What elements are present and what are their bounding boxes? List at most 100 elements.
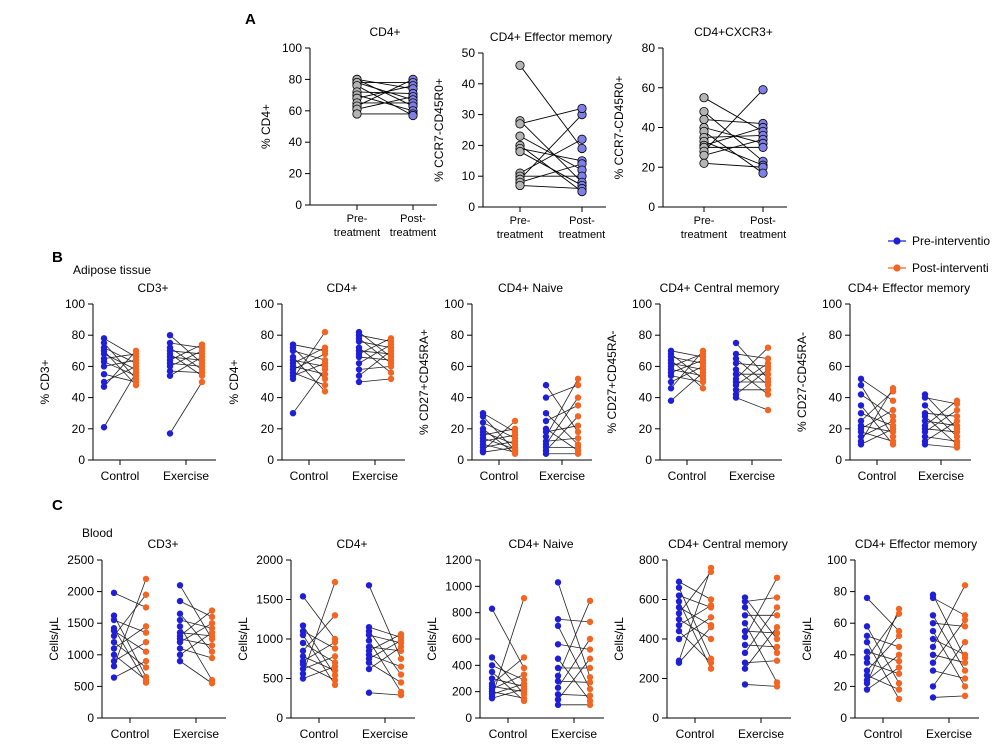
data-point-pre — [675, 592, 683, 599]
data-point-post — [773, 635, 781, 643]
data-point-pre — [857, 402, 865, 409]
data-point-post — [321, 328, 329, 336]
y-tick-label: 600 — [452, 632, 472, 646]
data-point-post — [574, 450, 582, 457]
data-point-post — [574, 413, 582, 420]
data-point-post — [707, 614, 715, 621]
x-tick-label: Post-treatment — [390, 213, 436, 239]
pair-line — [179, 622, 213, 643]
y-tick-label: 100 — [65, 297, 85, 311]
pair-line — [179, 632, 213, 656]
data-point-pre — [741, 627, 749, 635]
data-point-post — [511, 417, 519, 425]
data-point-pre — [741, 665, 749, 672]
data-point-pre — [857, 441, 865, 448]
charts-container: CD4+ 0 20 40 60 80 100 Pre-treatment Post-treatm… — [38, 25, 979, 741]
y-tick-label: 40 — [451, 391, 465, 405]
data-point-post — [707, 659, 715, 666]
pair-line — [292, 344, 326, 352]
pair-line — [557, 638, 591, 688]
chart-a1: CD4+ 0 20 40 60 80 100 Pre-treatment Post-treatm… — [259, 25, 437, 239]
data-point-pre — [110, 638, 118, 646]
data-point-pre — [515, 180, 525, 191]
pair-line — [932, 670, 966, 679]
pair-line — [179, 660, 213, 684]
data-point-post — [889, 406, 897, 414]
data-point-pre — [110, 627, 118, 634]
y-axis-label: Cells/μL — [612, 617, 626, 661]
data-point-post — [331, 667, 339, 674]
data-point-post — [953, 400, 961, 408]
pair-line — [113, 592, 147, 608]
data-point-pre — [176, 638, 184, 646]
x-tick-label: Control — [489, 727, 528, 741]
data-point-pre — [741, 620, 749, 627]
data-point-post — [198, 372, 206, 379]
pair-line — [519, 114, 583, 180]
data-point-pre — [110, 657, 118, 665]
data-point-pre — [110, 612, 118, 619]
data-point-post — [953, 417, 961, 425]
pair-line — [491, 683, 525, 695]
pair-line — [519, 120, 583, 183]
pair-line — [358, 344, 392, 364]
data-point-pre — [741, 649, 749, 657]
data-point-pre — [100, 371, 108, 378]
y-tick-label: 1000 — [256, 632, 283, 646]
pair-line — [670, 350, 704, 389]
data-point-pre — [299, 675, 307, 682]
data-point-post — [889, 388, 897, 395]
data-point-pre — [100, 358, 108, 365]
data-point-pre — [857, 375, 865, 383]
y-tick-label: 60 — [639, 359, 653, 373]
data-point-pre — [542, 394, 550, 401]
x-tick-label: Exercise — [926, 727, 972, 741]
pair-line — [545, 416, 579, 451]
data-point-pre — [100, 350, 108, 358]
pair-line — [866, 626, 900, 684]
data-point-post — [321, 350, 329, 358]
y-axis-label: % CD3+ — [38, 359, 52, 404]
data-point-pre — [857, 428, 865, 436]
data-point-pre — [921, 394, 929, 401]
pair-line — [113, 578, 147, 667]
y-tick-label: 10 — [462, 169, 476, 183]
pair-line — [703, 97, 764, 132]
data-point-pre — [488, 668, 496, 676]
pair-line — [113, 626, 147, 649]
data-point-pre — [355, 360, 363, 367]
data-point-pre — [732, 394, 740, 401]
y-axis-label: % CD27+CD45RA+ — [417, 329, 431, 435]
data-point-post — [895, 610, 903, 617]
pair-line — [302, 581, 336, 674]
data-point-pre — [554, 677, 562, 685]
data-point-post — [520, 654, 528, 661]
pair-line — [358, 334, 392, 342]
data-point-pre — [675, 610, 683, 617]
pair-line — [670, 375, 704, 383]
data-point-pre — [365, 582, 373, 589]
y-tick-label: 80 — [642, 41, 656, 55]
pair-line — [491, 664, 525, 681]
chart-title: CD4+ — [369, 25, 400, 39]
pair-line — [678, 607, 712, 626]
data-point-post — [577, 134, 587, 144]
pair-line — [179, 585, 213, 640]
data-point-post — [321, 381, 329, 389]
x-tick-label: Pre-treatment — [681, 215, 727, 241]
y-tick-label: 0 — [465, 711, 472, 725]
pair-line — [703, 127, 764, 146]
data-point-post — [961, 692, 969, 700]
x-tick-label: Pre-treatment — [497, 215, 543, 241]
pair-line — [482, 440, 516, 448]
pair-line — [292, 369, 326, 414]
pair-line — [860, 384, 894, 437]
data-point-pre — [515, 146, 525, 157]
y-tick-label: 20 — [451, 422, 465, 436]
pair-line — [358, 356, 392, 361]
y-tick-label: 100 — [827, 553, 847, 567]
data-point-post — [520, 594, 528, 602]
pair-line — [735, 347, 769, 380]
pair-line — [179, 638, 213, 646]
pair-line — [924, 428, 958, 433]
